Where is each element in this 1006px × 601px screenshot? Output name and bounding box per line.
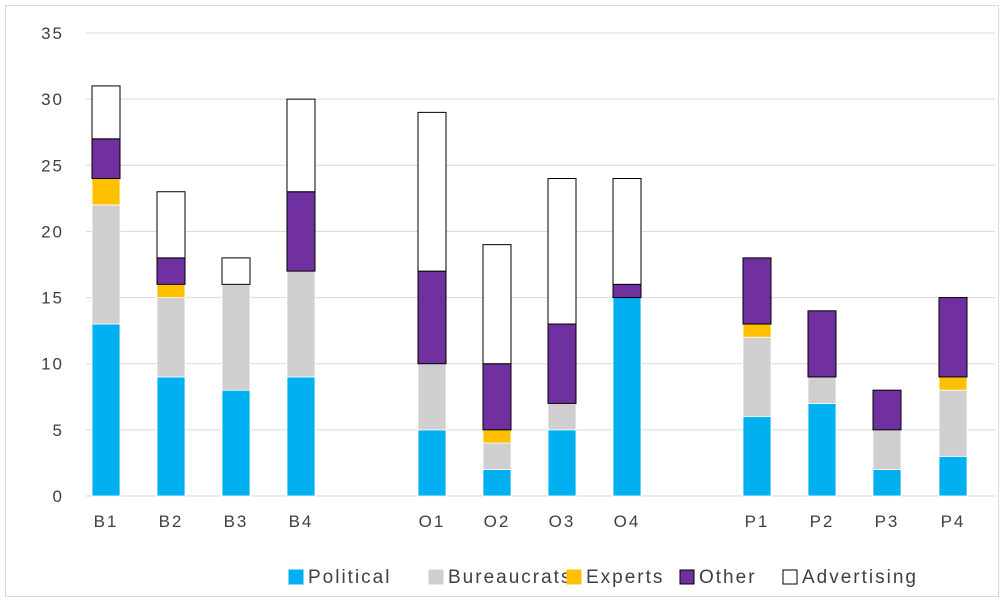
bar-segment-bureaucrats-o1	[417, 363, 447, 431]
legend-label-bureaucrats: Bureaucrats	[448, 567, 572, 588]
bar-segment-other-p3	[872, 389, 902, 431]
y-tick-label: 15	[41, 289, 64, 308]
legend-label-other: Other	[699, 567, 757, 588]
bar-segment-other-b1	[91, 138, 121, 180]
legend-label-advertising: Advertising	[802, 567, 918, 588]
bar-segment-other-o1	[417, 270, 447, 365]
bar-segment-political-o3	[547, 429, 577, 497]
x-tick-label: P4	[941, 512, 966, 531]
bar-segment-political-p3	[872, 469, 902, 497]
bar-segment-advertising-o3	[547, 178, 577, 325]
bar-segment-bureaucrats-p4	[938, 389, 968, 457]
y-tick-label: 5	[53, 421, 64, 440]
bar-segment-advertising-b2	[156, 191, 186, 259]
bar-segment-experts-b1	[91, 178, 121, 206]
legend-swatch-bureaucrats	[428, 569, 444, 585]
x-axis-labels: B1 B2 B3 B4 O1 O2 O3 O4 P1 P2 P3 P4	[94, 512, 966, 531]
bar-segment-political-p1	[742, 416, 772, 497]
legend-swatch-advertising	[782, 569, 798, 585]
legend-label-political: Political	[308, 567, 391, 588]
x-tick-label: O2	[484, 512, 511, 531]
bar-segment-other-o3	[547, 323, 577, 404]
bar-segment-other-p4	[938, 297, 968, 378]
bar-segment-bureaucrats-p2	[807, 376, 837, 404]
x-tick-label: B4	[289, 512, 314, 531]
bar-segment-advertising-o4	[612, 178, 642, 285]
x-tick-label: B2	[159, 512, 184, 531]
y-tick-label: 10	[41, 355, 64, 374]
bar-segment-bureaucrats-b3	[221, 283, 251, 391]
bar-segment-experts-p1	[742, 323, 772, 338]
bar-segment-advertising-b4	[286, 98, 316, 193]
bar-segment-political-o1	[417, 429, 447, 497]
bars	[91, 85, 968, 497]
y-tick-label: 0	[53, 487, 64, 506]
bar-segment-advertising-b1	[91, 85, 121, 140]
bar-segment-other-o4	[612, 283, 642, 299]
y-tick-label: 35	[41, 24, 64, 43]
bar-segment-other-b4	[286, 191, 316, 272]
x-tick-label: B1	[94, 512, 119, 531]
bar-segment-experts-p4	[938, 376, 968, 391]
bar-segment-other-p2	[807, 310, 837, 378]
x-tick-label: O1	[419, 512, 446, 531]
bar-segment-political-o2	[482, 469, 512, 497]
x-tick-label: P2	[810, 512, 835, 531]
legend-swatch-experts	[566, 569, 582, 585]
bar-segment-experts-b2	[156, 283, 186, 298]
bar-segment-political-b3	[221, 389, 251, 497]
legend-swatch-political	[288, 569, 304, 585]
bar-segment-political-o4	[612, 297, 642, 497]
bar-segment-political-p4	[938, 455, 968, 497]
y-tick-label: 20	[41, 222, 64, 241]
bar-segment-political-b2	[156, 376, 186, 497]
y-tick-label: 30	[41, 90, 64, 109]
x-tick-label: B3	[224, 512, 249, 531]
bar-segment-other-p1	[742, 257, 772, 325]
x-tick-label: O3	[549, 512, 576, 531]
y-axis-ticks: 0 5 10 15 20 25 30 35	[41, 24, 64, 506]
x-tick-label: P1	[745, 512, 770, 531]
bar-segment-other-o2	[482, 363, 512, 431]
x-tick-label: O4	[614, 512, 641, 531]
bar-segment-political-b4	[286, 376, 316, 497]
legend-swatch-other	[679, 569, 695, 585]
bar-segment-bureaucrats-b1	[91, 204, 121, 325]
bar-segment-political-b1	[91, 323, 121, 497]
bar-segment-political-p2	[807, 402, 837, 497]
bar-segment-advertising-o1	[417, 111, 447, 272]
bar-segment-bureaucrats-o3	[547, 402, 577, 431]
bar-segment-advertising-o2	[482, 244, 512, 365]
bar-segment-other-b2	[156, 257, 186, 285]
bar-segment-bureaucrats-b2	[156, 297, 186, 378]
bar-segment-advertising-b3	[221, 257, 251, 285]
bar-segment-bureaucrats-b4	[286, 270, 316, 378]
y-tick-label: 25	[41, 156, 64, 175]
legend: Political Bureaucrats Experts Other Advertis…	[288, 567, 918, 588]
legend-label-experts: Experts	[586, 567, 664, 588]
bar-segment-experts-o2	[482, 429, 512, 444]
bar-segment-bureaucrats-o2	[482, 442, 512, 470]
x-tick-label: P3	[875, 512, 900, 531]
bar-segment-bureaucrats-p3	[872, 429, 902, 470]
bar-segment-bureaucrats-p1	[742, 336, 772, 418]
